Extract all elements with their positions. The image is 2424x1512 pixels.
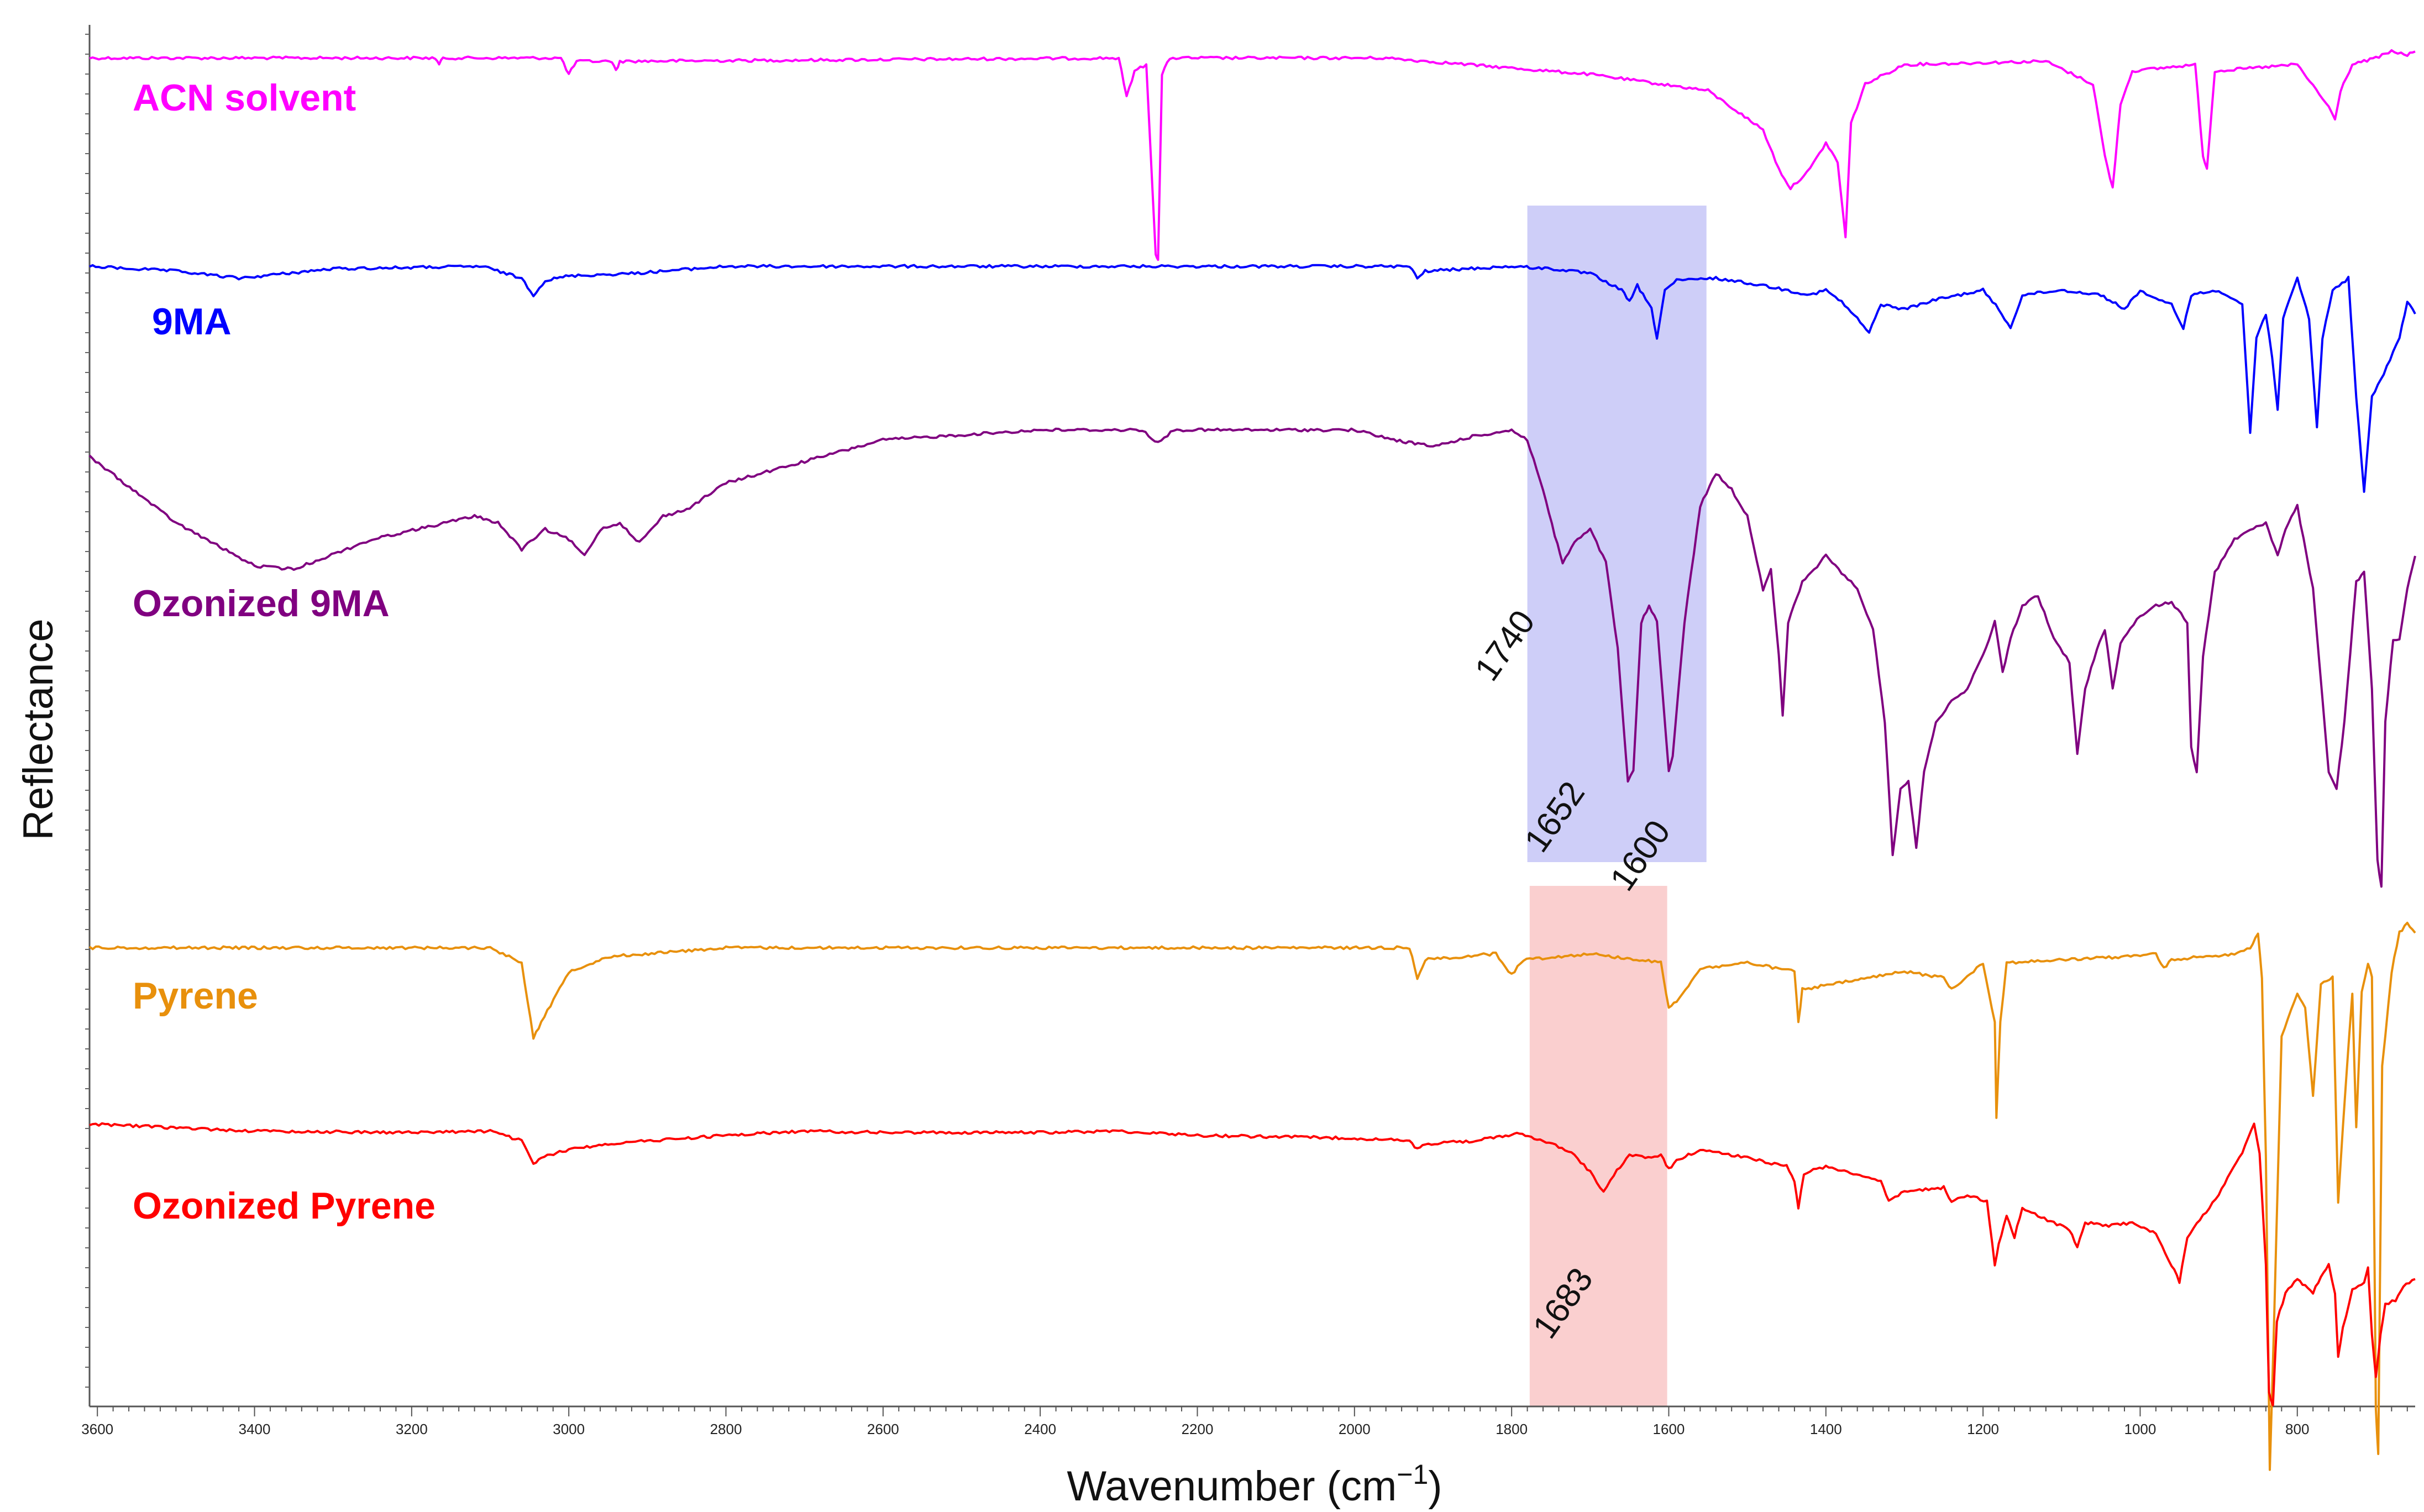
x-tick-label: 800 bbox=[2285, 1421, 2309, 1437]
series-line-acn-solvent bbox=[89, 49, 2416, 261]
series-line-ozonized-9ma bbox=[88, 427, 2416, 888]
x-tick-label: 3200 bbox=[396, 1421, 428, 1437]
x-tick-label: 2800 bbox=[710, 1421, 742, 1437]
series-line-pyrene bbox=[88, 921, 2416, 1471]
highlight-region-2 bbox=[1529, 886, 1667, 1406]
x-tick-label: 1800 bbox=[1496, 1421, 1528, 1437]
highlight-region-1 bbox=[1527, 206, 1707, 862]
x-tick-label: 3000 bbox=[553, 1421, 585, 1437]
x-tick-label: 2600 bbox=[867, 1421, 899, 1437]
x-tick-label: 1000 bbox=[2124, 1421, 2157, 1437]
series-lines bbox=[88, 49, 2416, 1471]
axes bbox=[88, 25, 2415, 1408]
series-label-9ma: 9MA bbox=[152, 301, 232, 343]
x-tick-label: 2200 bbox=[1182, 1421, 1214, 1437]
y-axis-title: Reflectance bbox=[15, 618, 62, 840]
series-line-9ma bbox=[89, 264, 2416, 493]
tick-marks: 3600 3400 3200 3000 2800 2600 2400 2200 2000 1800… bbox=[81, 34, 2408, 1437]
x-tick-label: 1600 bbox=[1653, 1421, 1685, 1437]
x-tick-label: 2000 bbox=[1339, 1421, 1371, 1437]
x-tick-label: 3600 bbox=[81, 1421, 113, 1437]
highlight-regions bbox=[1527, 206, 1707, 1406]
x-axis-title: Wavenumber (cm−1) bbox=[1067, 1459, 1442, 1510]
series-labels: ACN solvent 9MA Ozonized 9MA Pyrene Ozonized… bbox=[133, 77, 436, 1227]
series-label-acn-solvent: ACN solvent bbox=[133, 77, 356, 119]
series-line-ozonized-pyrene bbox=[89, 1122, 2416, 1406]
series-label-ozonized-pyrene: Ozonized Pyrene bbox=[133, 1185, 436, 1227]
x-tick-label: 2400 bbox=[1024, 1421, 1056, 1437]
series-label-ozonized-9ma: Ozonized 9MA bbox=[133, 582, 390, 624]
x-tick-label: 1400 bbox=[1810, 1421, 1842, 1437]
series-label-pyrene: Pyrene bbox=[133, 975, 258, 1017]
x-tick-label: 3400 bbox=[239, 1421, 271, 1437]
x-tick-label: 1200 bbox=[1967, 1421, 1999, 1437]
